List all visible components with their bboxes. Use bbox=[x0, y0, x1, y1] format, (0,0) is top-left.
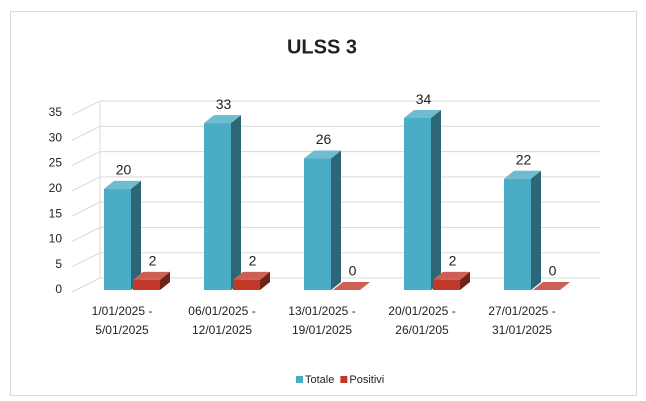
bar-shade bbox=[260, 271, 270, 290]
bar-face bbox=[204, 115, 241, 124]
y-tick-label: 20 bbox=[49, 181, 63, 195]
x-tick-line: 1/01/2025 - bbox=[92, 304, 153, 318]
x-tick-label: 1/01/2025 - 5/01/2025 bbox=[92, 304, 153, 337]
bar-face bbox=[304, 150, 341, 159]
x-tick-label: 27/01/2025 - 31/01/2025 bbox=[488, 304, 555, 337]
bar bbox=[204, 115, 241, 290]
x-tick-line: 31/01/2025 bbox=[492, 323, 552, 337]
bar-face bbox=[131, 180, 141, 290]
x-tick-line: 5/01/2025 bbox=[95, 323, 149, 337]
bar-face bbox=[104, 188, 131, 290]
value-label: 0 bbox=[349, 263, 357, 279]
bar-shade bbox=[460, 271, 470, 290]
bar bbox=[504, 170, 541, 290]
legend-swatch bbox=[296, 376, 303, 383]
bar-face bbox=[233, 271, 270, 280]
value-label: 20 bbox=[116, 162, 132, 178]
bar-shade bbox=[160, 271, 170, 290]
y-tick-label: 15 bbox=[49, 206, 63, 220]
bar-face bbox=[504, 178, 531, 290]
value-label: 26 bbox=[316, 131, 332, 147]
x-tick-line: 20/01/2025 - bbox=[388, 304, 455, 318]
bar-face bbox=[233, 279, 260, 290]
x-tick-line: 27/01/2025 - bbox=[488, 304, 555, 318]
x-tick-line: 19/01/2025 bbox=[292, 323, 352, 337]
x-tick-line: 12/01/2025 bbox=[192, 323, 252, 337]
bar-face bbox=[533, 282, 570, 290]
bar-face bbox=[133, 279, 160, 290]
bar-shade bbox=[231, 115, 241, 290]
bar-face bbox=[504, 170, 541, 179]
bar bbox=[233, 271, 270, 290]
y-tick-label: 5 bbox=[55, 257, 62, 271]
bar bbox=[133, 271, 170, 290]
bar-shade bbox=[131, 180, 141, 290]
bar-face bbox=[431, 110, 441, 290]
bar-face bbox=[304, 158, 331, 290]
x-tick-label: 13/01/2025 - 19/01/2025 bbox=[288, 304, 355, 337]
chart-title: ULSS 3 bbox=[287, 36, 357, 58]
value-label: 34 bbox=[416, 91, 432, 107]
bar-face bbox=[331, 150, 341, 290]
bar-shade bbox=[431, 110, 441, 290]
bar-shade bbox=[304, 150, 341, 159]
bar-face bbox=[433, 271, 470, 280]
legend-swatch bbox=[340, 376, 348, 383]
y-tick-label: 10 bbox=[49, 232, 63, 246]
bar-shade bbox=[331, 150, 341, 290]
bar-shade bbox=[404, 110, 441, 119]
bar-face bbox=[104, 180, 141, 189]
bar-face bbox=[433, 279, 460, 290]
bar-face bbox=[204, 123, 231, 290]
bar-shade bbox=[133, 271, 170, 280]
bar-face bbox=[404, 118, 431, 290]
x-tick-line: 13/01/2025 - bbox=[288, 304, 355, 318]
bar-shade bbox=[531, 170, 541, 290]
value-label: 0 bbox=[549, 263, 557, 279]
value-label: 22 bbox=[516, 151, 532, 167]
y-tick-label: 30 bbox=[49, 130, 63, 144]
value-label: 33 bbox=[216, 96, 232, 112]
x-tick-line: 06/01/2025 - bbox=[188, 304, 255, 318]
y-tick-label: 35 bbox=[49, 105, 63, 119]
bar bbox=[104, 180, 141, 290]
value-label: 2 bbox=[449, 253, 457, 269]
bar-face bbox=[160, 271, 170, 290]
legend-label: Positivi bbox=[349, 374, 384, 386]
bar-shade bbox=[204, 115, 241, 124]
x-tick-label: 20/01/2025 - 26/01/205 bbox=[388, 304, 455, 337]
bar-shade bbox=[233, 271, 270, 280]
bar bbox=[533, 282, 570, 290]
x-tick-label: 06/01/2025 - 12/01/2025 bbox=[188, 304, 255, 337]
bar-shade bbox=[533, 282, 570, 290]
bar bbox=[333, 282, 370, 290]
bar-face bbox=[404, 110, 441, 119]
bar-shade bbox=[104, 180, 141, 189]
x-tick-line: 26/01/205 bbox=[395, 323, 449, 337]
bar bbox=[304, 150, 341, 290]
bar bbox=[404, 110, 441, 290]
value-label: 2 bbox=[149, 253, 157, 269]
bar-face bbox=[231, 115, 241, 290]
bar-face bbox=[460, 271, 470, 290]
y-tick-label: 0 bbox=[55, 282, 62, 296]
bar-face bbox=[333, 282, 370, 290]
bar-face bbox=[260, 271, 270, 290]
bar bbox=[433, 271, 470, 290]
value-label: 2 bbox=[249, 253, 257, 269]
bar-face bbox=[133, 271, 170, 280]
legend-label: Totale bbox=[305, 374, 334, 386]
bar-shade bbox=[504, 170, 541, 179]
bar-face bbox=[531, 170, 541, 290]
bar-shade bbox=[433, 271, 470, 280]
bar-shade bbox=[333, 282, 370, 290]
y-tick-label: 25 bbox=[49, 156, 63, 170]
